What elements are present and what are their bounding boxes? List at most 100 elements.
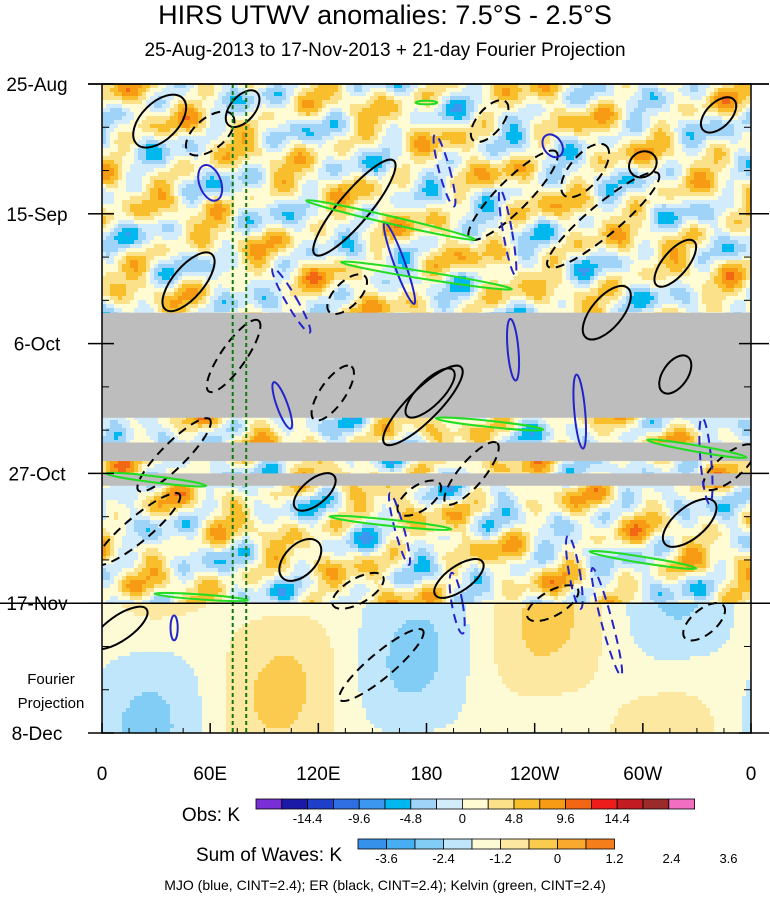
field-cell [442,120,447,125]
field-cell [170,180,175,185]
field-cell [558,144,563,149]
field-cell [722,192,727,197]
field-cell [558,108,563,113]
field-cell [282,84,287,89]
field-cell [102,172,107,177]
field-cell [670,84,675,89]
field-cell [734,128,739,133]
field-cell [426,128,431,133]
field-cell [742,124,747,129]
field-cell [410,148,415,153]
field-cell [354,120,359,125]
field-cell [390,200,395,205]
field-cell [414,200,419,205]
field-cell [410,204,415,209]
field-cell [442,188,447,193]
field-cell [258,84,263,89]
field-cell [530,116,535,121]
field-cell [282,148,287,153]
field-cell [130,144,135,149]
field-cell [618,152,623,157]
field-cell [718,160,723,165]
field-cell [582,100,587,105]
field-cell [574,164,579,169]
field-cell [434,112,439,117]
field-cell [694,124,699,129]
field-cell [106,172,111,177]
field-cell [350,144,355,149]
field-cell [602,180,607,185]
field-cell [454,156,459,161]
field-cell [138,180,143,185]
field-cell [406,108,411,113]
field-cell [134,164,139,169]
field-cell [534,112,539,117]
field-cell [486,164,491,169]
field-cell [170,112,175,117]
field-cell [138,124,143,129]
field-cell [138,140,143,145]
field-cell [238,156,243,161]
field-cell [746,88,751,93]
field-cell [582,188,587,193]
field-cell [486,88,491,93]
field-cell [614,196,619,201]
field-cell [638,96,643,101]
field-cell [270,196,275,201]
field-cell [498,84,503,89]
field-cell [342,128,347,133]
field-cell [362,128,367,133]
field-cell [654,196,659,201]
field-cell [182,184,187,189]
field-cell [450,176,455,181]
field-cell [250,168,255,173]
field-cell [690,188,695,193]
field-cell [366,136,371,141]
field-cell [370,180,375,185]
field-cell [594,156,599,161]
field-cell [506,108,511,113]
field-cell [322,84,327,89]
field-cell [674,84,679,89]
field-cell [510,180,515,185]
field-cell [310,124,315,129]
field-cell [718,172,723,177]
field-cell [494,128,499,133]
field-cell [422,136,427,141]
field-cell [510,196,515,201]
field-cell [482,188,487,193]
field-cell [594,160,599,165]
field-cell [170,128,175,133]
field-cell [298,148,303,153]
field-cell [258,128,263,133]
field-cell [642,88,647,93]
field-cell [302,200,307,205]
field-cell [586,136,591,141]
field-cell [454,100,459,105]
field-cell [206,120,211,125]
field-cell [710,160,715,165]
field-cell [478,84,483,89]
field-cell [342,148,347,153]
field-cell [626,124,631,129]
field-cell [730,132,735,137]
field-cell [654,108,659,113]
field-cell [662,200,667,205]
field-cell [406,192,411,197]
field-cell [590,148,595,153]
field-cell [554,172,559,177]
field-cell [166,104,171,109]
field-cell [142,156,147,161]
field-cell [462,164,467,169]
field-cell [694,160,699,165]
field-cell [702,108,707,113]
field-cell [262,88,267,93]
field-cell [618,136,623,141]
field-cell [182,124,187,129]
field-cell [622,168,627,173]
field-cell [370,84,375,89]
field-cell [186,84,191,89]
field-cell [622,136,627,141]
field-cell [334,168,339,173]
